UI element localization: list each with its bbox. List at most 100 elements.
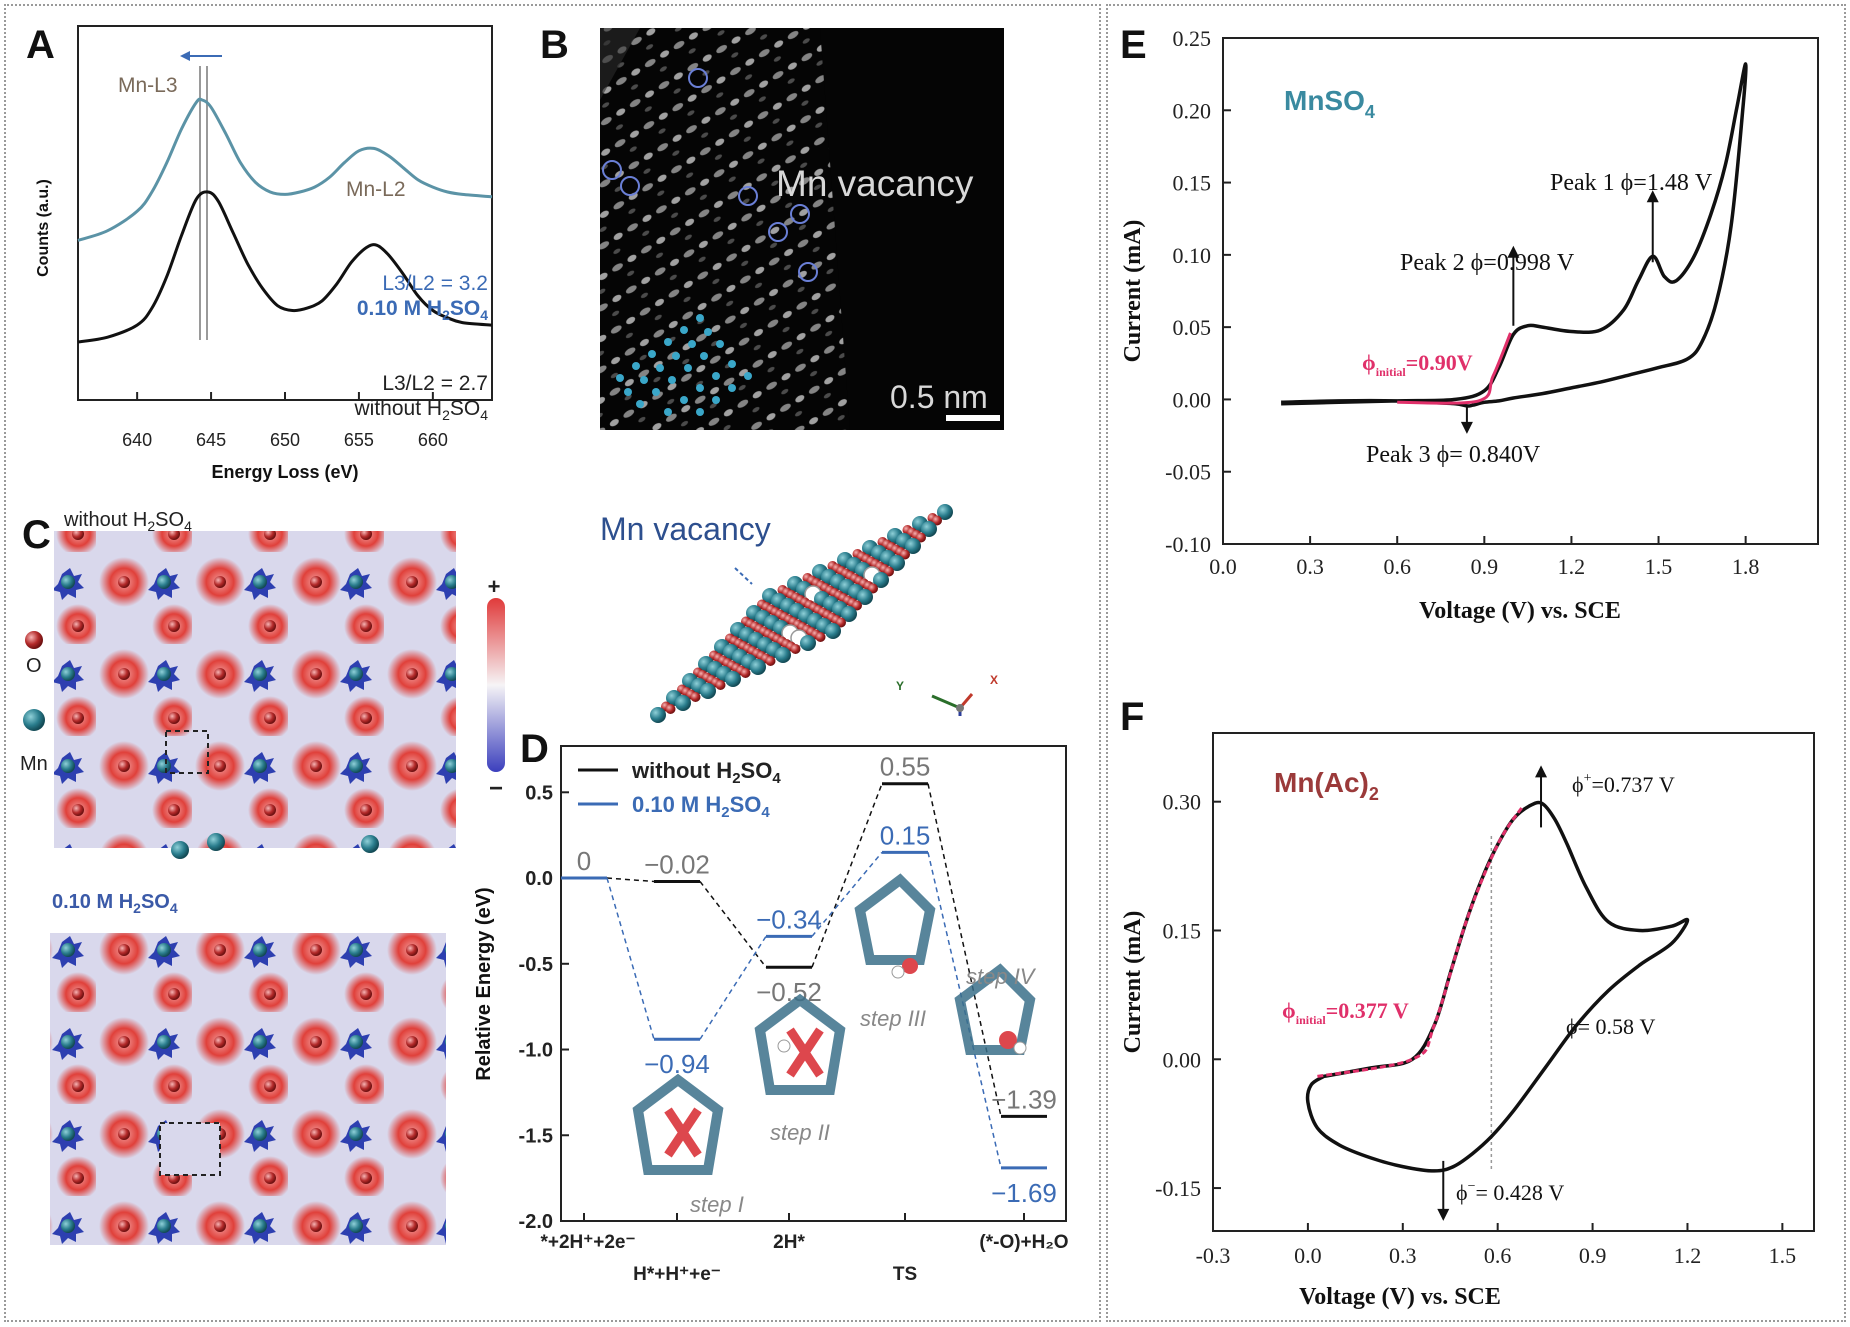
panel-e-y-axis-label: Current (mA)	[1120, 220, 1146, 363]
panel-f-x-tick-label: 1.5	[1769, 1243, 1797, 1268]
panel-e-x-axis-label: Voltage (V) vs. SCE	[1419, 598, 1621, 624]
panel-f-oxidation-arrowhead	[1535, 765, 1548, 778]
panel-a-peak-l3-label: Mn-L3	[118, 74, 178, 97]
panel-a-series-plain	[77, 190, 493, 344]
lattice-o-atom	[868, 583, 878, 594]
panel-d-connector	[606, 877, 655, 883]
step-i-label: step I	[690, 1192, 744, 1217]
panel-b-scale-bar-label: 0.5 nm	[890, 379, 988, 415]
panel-f-x-tick-label: -0.3	[1196, 1243, 1231, 1268]
panel-e-series-fit	[1397, 332, 1512, 405]
lattice-mn-atom	[873, 572, 889, 588]
panel-e-peak3-label: Peak 3 ϕ= 0.840V	[1366, 442, 1541, 468]
panel-f-x-tick-label: 0.3	[1389, 1243, 1417, 1268]
panel-a-legend-acid: 0.10 M H2SO4	[357, 297, 488, 323]
panel-a-x-tick-label: 645	[196, 430, 226, 450]
panel-a-x-axis-label: Energy Loss (eV)	[211, 462, 358, 482]
lattice-mn-atom	[905, 538, 921, 554]
lattice-mn-atom	[650, 707, 666, 723]
lattice-o-atom	[790, 644, 801, 654]
lattice-o-atom	[916, 532, 926, 543]
panel-d-y-tick-label: -2.0	[519, 1211, 553, 1233]
panel-a-shift-arrow	[180, 51, 222, 61]
panel-d-connector	[811, 783, 883, 968]
panel-d-connector	[927, 783, 1002, 1117]
legend-mn-label: Mn	[20, 753, 48, 775]
step-iv-label: step IV	[966, 964, 1037, 989]
panel-e-peak2-arrowhead	[1507, 245, 1520, 258]
colorbar-plus: +	[488, 574, 501, 599]
lattice-o-atom	[852, 600, 862, 611]
panel-e-compound-label: MnSO4	[1284, 85, 1375, 122]
panel-f-y-tick-label: -0.15	[1155, 1176, 1201, 1201]
colorbar-minus: −	[489, 775, 503, 802]
panel-e-x-tick-label: 0.0	[1209, 554, 1237, 579]
lattice-mn-atom	[750, 659, 766, 675]
hrtem-image	[600, 28, 1004, 430]
lattice-mn-atom	[700, 683, 716, 699]
panel-b-letter: B	[540, 23, 569, 67]
panel-a-y-axis-label: Counts (a.u.)	[35, 179, 52, 277]
panel-b-vacancy-label: Mn vacancy	[776, 163, 974, 204]
panel-c-top-edge-atoms	[171, 833, 379, 859]
panel-f-x-tick-label: 0.9	[1579, 1243, 1607, 1268]
panel-d-y-tick-label: -1.5	[519, 1125, 553, 1147]
lattice-o-atom	[690, 692, 701, 702]
left-panel-frame	[4, 4, 1101, 1322]
panel-d-letter: D	[520, 727, 549, 771]
lattice-mn-atom	[841, 606, 857, 622]
panel-a-plot-frame	[77, 25, 493, 401]
lattice-o-atom	[715, 680, 726, 690]
panel-e-series-CV	[1281, 62, 1748, 408]
panel-d-x-tick-label: H*+H⁺+e⁻	[633, 1264, 721, 1285]
panel-a-series-acid	[77, 97, 493, 242]
panel-f-oxidation-label: ϕ+=0.737 V	[1572, 771, 1675, 797]
step-iii-label: step III	[860, 1006, 926, 1031]
panel-e-peak3-arrowhead	[1460, 421, 1473, 434]
lattice-axis-triad	[931, 693, 974, 716]
panel-e-x-tick-label: 0.3	[1296, 554, 1324, 579]
triad-y-label: Y	[896, 679, 904, 693]
panel-a-letter: A	[26, 23, 55, 67]
panel-d-level-label: 0.15	[880, 820, 931, 850]
lattice-o-atom	[740, 668, 751, 678]
panel-f-y-axis-label: Current (mA)	[1120, 911, 1146, 1054]
step-ii-label: step II	[770, 1120, 830, 1145]
panel-f-y-tick-label: 0.30	[1163, 790, 1202, 815]
panel-e-y-tick-label: 0.20	[1173, 98, 1212, 123]
panel-c-bottom-vacancy-box	[159, 1122, 221, 1176]
lattice-mn-atom	[825, 623, 841, 639]
panel-d-y-tick-label: 0.5	[525, 782, 553, 804]
panel-a-ratio-plain: L3/L2 = 2.7	[382, 372, 488, 395]
panel-a-x-tick-label: 650	[270, 430, 300, 450]
charge-density-map-top	[54, 531, 456, 848]
triad-x-label: X	[990, 673, 998, 687]
panel-d-legend-plain: without H2SO4	[631, 758, 781, 787]
panel-e-peak1-arrowhead	[1646, 190, 1659, 203]
panel-e-initial-label: ϕinitial=0.90V	[1362, 350, 1473, 379]
panel-d-x-tick-label: TS	[893, 1264, 917, 1285]
lattice-mn-atom	[857, 589, 873, 605]
panel-a-x-tick-label: 655	[344, 430, 374, 450]
panel-d-y-tick-label: -1.0	[519, 1040, 553, 1062]
right-panel-frame	[1106, 4, 1846, 1322]
panel-f-x-tick-label: 0.6	[1484, 1243, 1512, 1268]
panel-e-y-tick-label: 0.00	[1173, 387, 1212, 412]
panel-d-x-tick-label: *+2H⁺+2e⁻	[540, 1232, 635, 1253]
legend-o-label: O	[26, 655, 42, 677]
panel-e-y-tick-label: 0.15	[1173, 171, 1212, 196]
lattice-mn-atom	[775, 647, 791, 663]
lattice-o-atom	[836, 617, 846, 628]
panel-d-level-label: 0.55	[880, 752, 931, 782]
lattice-mn-atom	[937, 504, 953, 520]
panel-d-level-label: 0	[577, 846, 591, 876]
panel-d-connector	[699, 935, 767, 1040]
lattice-o-atom	[815, 632, 826, 642]
panel-e-axes: 0.0 0.3 0.6 0.9 1.2 1.5 1.8 0.25 0.20 0.15 0.10 0.0…	[1165, 26, 1759, 579]
panel-f-plot-frame	[1212, 732, 1815, 1232]
step-inset-structures	[632, 873, 1036, 1175]
panel-c-top-title: without H2SO4	[63, 509, 192, 534]
panel-f-series-fit	[1317, 805, 1525, 1078]
